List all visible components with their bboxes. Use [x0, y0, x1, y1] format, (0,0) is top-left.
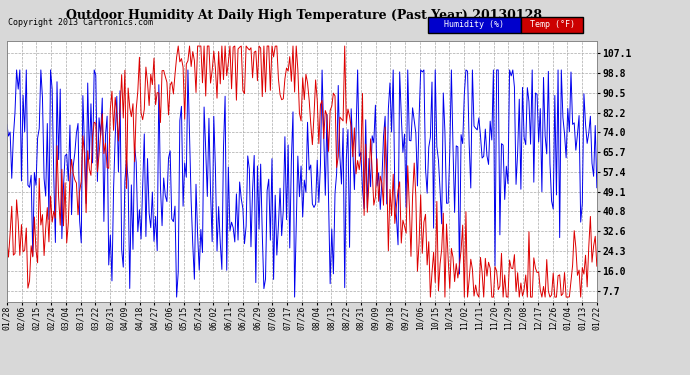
Text: Humidity (%): Humidity (%): [444, 20, 504, 29]
Text: Temp (°F): Temp (°F): [529, 20, 575, 29]
Text: Copyright 2013 Cartronics.com: Copyright 2013 Cartronics.com: [8, 18, 153, 27]
Text: Outdoor Humidity At Daily High Temperature (Past Year) 20130128: Outdoor Humidity At Daily High Temperatu…: [66, 9, 542, 22]
